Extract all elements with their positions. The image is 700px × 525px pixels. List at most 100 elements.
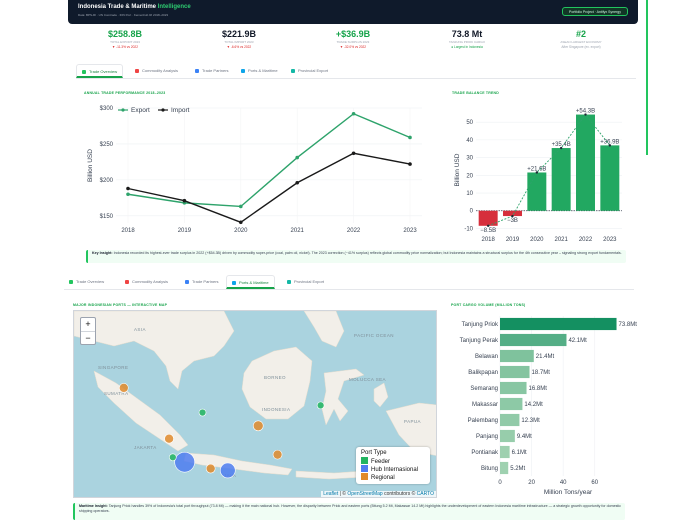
tab-label: Commodity Analysis	[132, 279, 169, 284]
maritime-insight-box: Maritime Insight: Tanjung Priok handles …	[73, 503, 625, 520]
trend-point	[584, 113, 587, 116]
port-label: Belawan	[475, 354, 498, 360]
zoom-in-button[interactable]: +	[85, 319, 91, 329]
landmass-sumatra	[93, 370, 189, 452]
cargo-bar	[500, 381, 527, 395]
y-tick-label: $150	[100, 214, 114, 220]
bar-value-label: +21.6B	[527, 166, 546, 172]
data-point	[295, 155, 299, 160]
globe-icon	[185, 279, 189, 284]
kpi-label: TRADE SURPLUS 2023	[336, 40, 370, 44]
data-point	[126, 192, 130, 197]
y-tick-label: 30	[466, 156, 473, 162]
legend-label: Regional	[371, 475, 395, 481]
bar-value-label: 42.1Mt	[568, 338, 587, 344]
title-accent: Intelligence	[157, 4, 191, 10]
port-marker	[272, 449, 283, 460]
tab-label: Trade Partners	[192, 279, 219, 284]
app-header: Indonesia Trade & Maritime Intelligence …	[68, 0, 638, 24]
x-tick-label: 2020	[234, 228, 248, 234]
ports-map[interactable]: ASIASINGAPOREINDONESIASUMATRABORNEOJAVAP…	[73, 310, 437, 498]
ports-map-title: MAJOR INDONESIAN PORTS — INTERACTIVE MAP	[73, 303, 168, 307]
legend-label: Import	[171, 107, 190, 114]
balance-bar	[551, 148, 571, 211]
y-tick-label: $250	[100, 142, 114, 148]
key-insight-box: Key Insight: Indonesia recorded its high…	[86, 250, 626, 263]
tab-provincial-export[interactable]: Provincial Export	[286, 64, 333, 78]
x-tick-label: 0	[498, 480, 502, 486]
legend-swatch	[361, 473, 368, 480]
tab-commodity-analysis[interactable]: Commodity Analysis	[120, 275, 173, 289]
series-line-export	[127, 112, 411, 208]
trade-overview-icon	[69, 279, 73, 284]
kpi-card-surplus: +$36.9B TRADE SURPLUS 2023 ▼ -32.0% vs 2…	[296, 29, 410, 49]
port-label: Balikpapan	[468, 370, 498, 376]
kpi-delta: After Singapore (ex. export)	[561, 45, 601, 49]
legend-marker	[161, 108, 165, 112]
x-tick-label: 2022	[579, 237, 593, 243]
tab-trade-overview[interactable]: Trade Overview	[76, 64, 124, 78]
x-tick-label: 2021	[554, 237, 568, 243]
map-icon	[291, 68, 295, 73]
tab-ports-maritime[interactable]: Ports & Maritime	[226, 275, 275, 289]
data-point	[408, 135, 412, 140]
kpi-label: TANJUNG PRIOK CARGO	[449, 40, 485, 44]
tab-trade-overview[interactable]: Trade Overview	[64, 275, 109, 289]
bar-value-label: 12.3Mt	[521, 418, 540, 424]
x-tick-label: 2019	[178, 228, 192, 234]
scroll-accent-bar	[646, 0, 648, 155]
y-tick-label: 20	[466, 173, 473, 179]
kpi-value: $221.9B	[221, 29, 257, 39]
kpi-label: TOTAL EXPORT 2023	[110, 40, 140, 44]
balance-bar	[478, 210, 498, 226]
landmass-halmahera	[373, 382, 389, 408]
map-label: ASIA	[134, 327, 146, 332]
legend-item-regional: Regional	[361, 473, 425, 481]
map-canvas[interactable]: ASIASINGAPOREINDONESIASUMATRABORNEOJAVAP…	[74, 311, 437, 498]
port-type-legend: Port Type Feeder Hub Internasional Regio…	[356, 447, 430, 484]
bar-value-label: 21.4Mt	[536, 354, 555, 360]
tab-ports-maritime[interactable]: Ports & Maritime	[236, 64, 283, 78]
insight-label: Maritime Insight:	[79, 504, 108, 508]
osm-link[interactable]: OpenStreetMap	[347, 491, 383, 497]
port-marker	[198, 408, 207, 417]
bar-value-label: 9.4Mt	[517, 434, 532, 440]
tab-label: Ports & Maritime	[239, 280, 269, 285]
balance-bar	[600, 145, 620, 211]
bar-value-label: −3B	[507, 218, 518, 224]
balance-bar	[527, 172, 547, 211]
trend-line	[487, 113, 611, 227]
landmass-papua	[385, 402, 436, 456]
zoom-out-button[interactable]: −	[81, 331, 95, 344]
tab-trade-partners[interactable]: Trade Partners	[180, 275, 224, 289]
tab-commodity-analysis[interactable]: Commodity Analysis	[130, 64, 183, 78]
trend-point	[486, 224, 490, 227]
kpi-row: $258.8B TOTAL EXPORT 2023 ▼ -11.3% vs 20…	[68, 24, 638, 56]
legend-label: Export	[131, 107, 150, 114]
port-label: Pontianak	[471, 450, 499, 456]
map-label: SUMATRA	[104, 391, 128, 396]
data-point	[351, 111, 356, 116]
trade-balance-panel: TRADE BALANCE TREND -10 0 10 20 30 40 50 Billio…	[450, 86, 630, 244]
annual-trade-chart: $150 $200 $250 $300 2018 2019 2020 2021 2022 2023…	[87, 106, 422, 234]
bar-value-label: 16.8Mt	[529, 386, 548, 392]
x-tick-label: 20	[528, 480, 535, 486]
kpi-card-import: $221.9B TOTAL IMPORT 2023 ▼ -6.6% vs 202…	[182, 29, 296, 49]
map-label: PAPUA	[404, 419, 421, 424]
kpi-card-priok: 73.8 Mt TANJUNG PRIOK CARGO ● Largest in…	[410, 29, 524, 49]
x-tick-label: 2018	[121, 228, 135, 234]
trade-overview-icon	[82, 69, 86, 74]
kpi-value: #2	[575, 29, 586, 39]
portfolio-badge[interactable]: Portfolio Project · Antifyx Synergy	[562, 7, 628, 16]
leaflet-link[interactable]: Leaflet	[323, 491, 339, 497]
tab-label: Trade Partners	[202, 68, 229, 73]
x-tick-label: 60	[591, 480, 598, 486]
tab-provincial-export[interactable]: Provincial Export	[282, 275, 329, 289]
carto-link[interactable]: CARTO	[416, 491, 434, 497]
port-marker	[219, 462, 236, 479]
kpi-value: 73.8 Mt	[451, 29, 483, 39]
tab-trade-partners[interactable]: Trade Partners	[190, 64, 234, 78]
data-point	[351, 151, 356, 156]
tab-label: Trade Overview	[89, 69, 118, 74]
anchor-icon	[232, 280, 236, 285]
